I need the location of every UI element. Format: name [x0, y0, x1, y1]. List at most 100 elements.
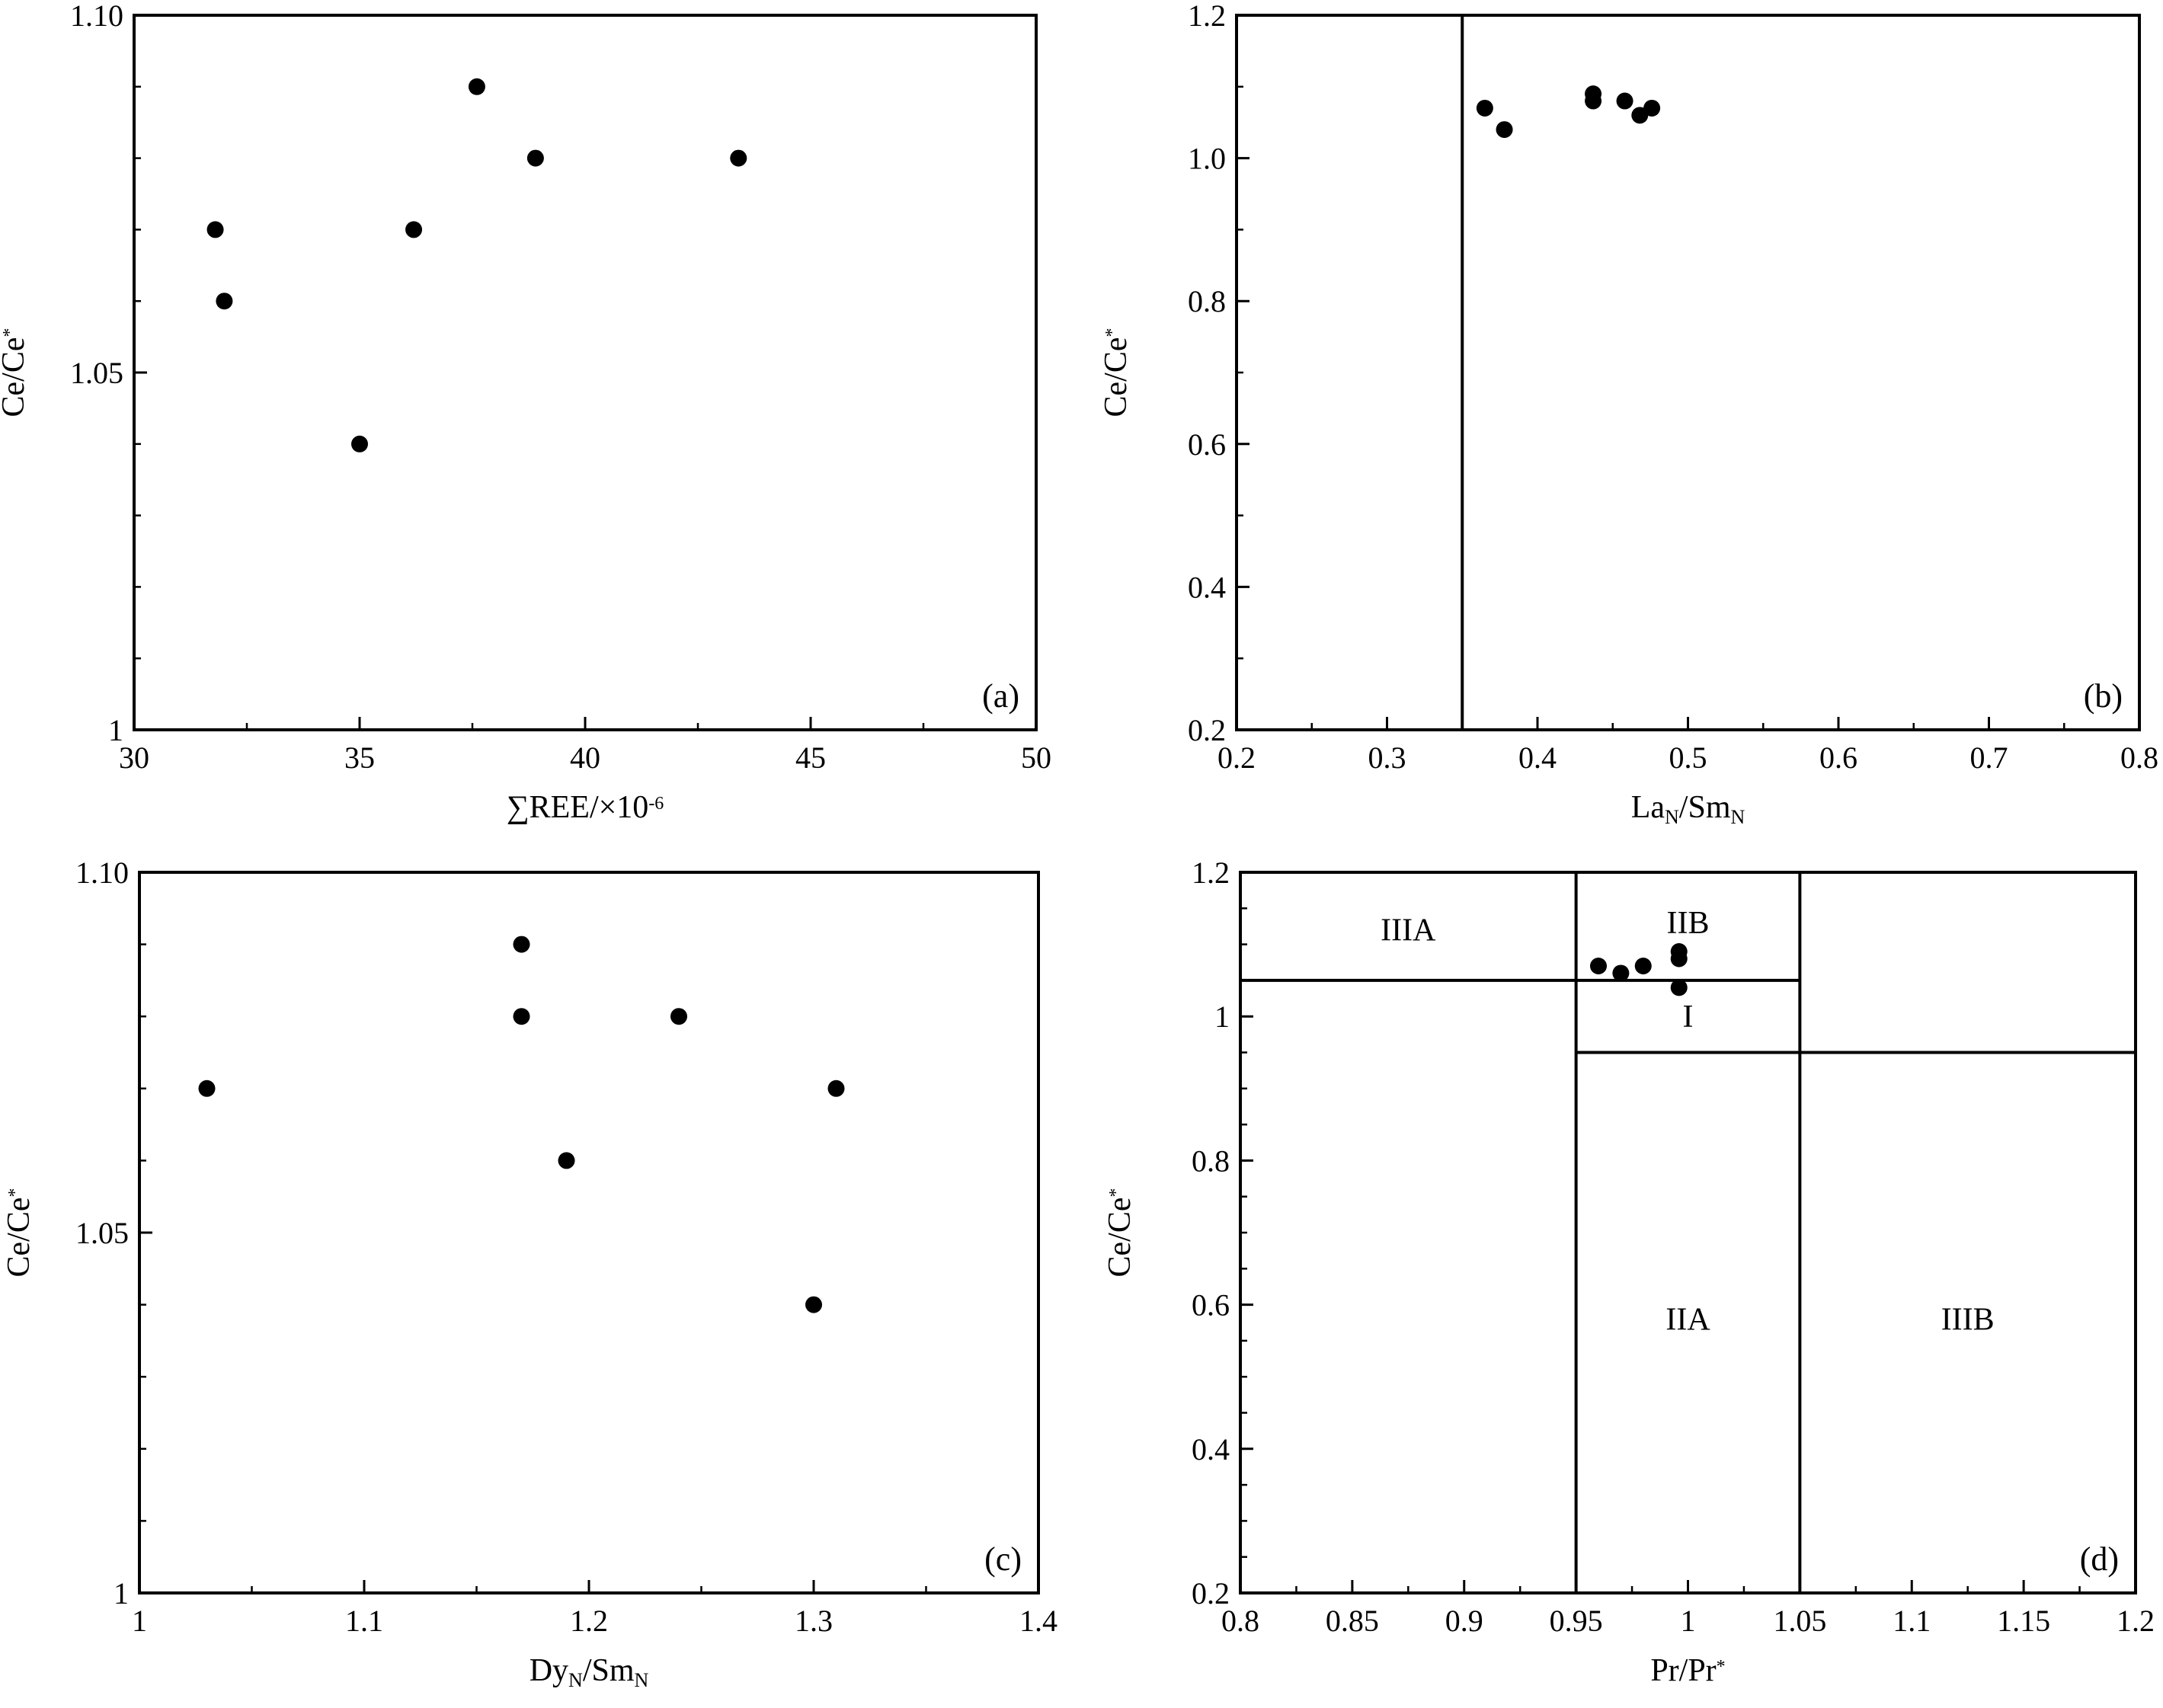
y-axis-title-main: Ce/Ce — [2, 1198, 37, 1278]
x-tick-label: 0.5 — [1669, 740, 1707, 775]
x-tick-label: 1.05 — [1773, 1604, 1826, 1638]
data-point — [1670, 979, 1688, 996]
panel-a: 30 35 40 45 50 1 1.05 1.10 (a) ∑REE/×10-6 Ce/Ce* — [0, 0, 1051, 825]
y-tick-label: 0.4 — [1188, 570, 1226, 604]
x-axis-title-part: Dy — [530, 1653, 568, 1688]
data-point — [1616, 92, 1633, 110]
x-tick-label: 50 — [1021, 740, 1051, 775]
data-point — [526, 149, 544, 167]
y-axis-title-main: Ce/Ce — [1102, 1198, 1137, 1278]
data-point — [805, 1296, 822, 1313]
y-tick-label: 1.10 — [70, 0, 123, 33]
x-tick-label: 0.7 — [1970, 740, 2008, 775]
y-tick-label: 0.6 — [1188, 427, 1226, 462]
x-axis-title-part: N — [1731, 806, 1745, 828]
y-axis-title-main: Ce/Ce — [0, 337, 31, 417]
x-axis-title-part: La — [1631, 790, 1665, 825]
y-tick-label: 0.2 — [1192, 1576, 1230, 1610]
data-point — [1612, 964, 1630, 982]
y-axis-title: Ce/Ce* — [2, 1188, 37, 1278]
x-axis-title: ∑REE/×10-6 — [507, 790, 664, 825]
panel-d: 0.8 0.85 0.9 0.95 1 1.05 1.1 1.15 1.2 0.2 0.4 0.6 0.… — [1102, 856, 2155, 1688]
x-axis-title-part: N — [635, 1669, 649, 1691]
region-label: IIIB — [1941, 1303, 1995, 1338]
x-tick-label: 0.6 — [1819, 740, 1857, 775]
y-tick-label: 1 — [114, 1576, 129, 1610]
y-tick-label: 1 — [108, 713, 123, 747]
x-tick-label: 1.4 — [1019, 1604, 1058, 1638]
panel-label: (d) — [2080, 1540, 2119, 1578]
y-axis-title-main: Ce/Ce — [1099, 337, 1134, 417]
x-tick-label: 35 — [344, 740, 375, 775]
y-tick-label: 1.2 — [1188, 0, 1226, 33]
x-tick-label: 0.95 — [1550, 1604, 1603, 1638]
y-axis-title: Ce/Ce* — [1099, 328, 1134, 417]
x-tick-label: 1.15 — [1997, 1604, 2050, 1638]
x-tick-label: 1 — [132, 1604, 147, 1638]
region-label: IIB — [1667, 906, 1710, 941]
y-tick-label: 1.2 — [1192, 856, 1230, 890]
x-tick-label: 1.3 — [795, 1604, 833, 1638]
data-point — [1670, 950, 1688, 968]
plot-frame — [1235, 14, 2141, 731]
x-axis-title-main: Pr/Pr — [1650, 1653, 1716, 1688]
y-tick-label: 1.05 — [70, 356, 123, 390]
x-tick-label: 1.2 — [2117, 1604, 2155, 1638]
y-axis-title-sup: * — [5, 1188, 25, 1198]
data-point — [1476, 99, 1493, 117]
y-axis-title: Ce/Ce* — [1102, 1188, 1137, 1278]
plot-frame — [133, 14, 1038, 731]
data-point — [206, 221, 224, 238]
data-point — [1631, 107, 1649, 124]
data-point — [513, 936, 530, 953]
x-axis-title: LaN/SmN — [1631, 790, 1745, 828]
data-point — [513, 1008, 530, 1025]
data-point — [670, 1008, 687, 1025]
panel-label: (b) — [2084, 677, 2123, 715]
x-tick-label: 30 — [119, 740, 149, 775]
y-axis-title-sup: * — [1106, 1188, 1126, 1198]
y-axis-title-sup: * — [0, 328, 20, 337]
data-point — [1590, 957, 1607, 974]
x-tick-label: 1 — [1681, 1604, 1696, 1638]
x-tick-label: 0.9 — [1445, 1604, 1483, 1638]
x-tick-label: 0.2 — [1217, 740, 1256, 775]
y-tick-label: 1.10 — [75, 856, 129, 890]
plot-frame — [138, 871, 1040, 1594]
panel-label: (c) — [984, 1540, 1022, 1578]
region-label: I — [1683, 1000, 1694, 1035]
x-axis-title-part: /Sm — [583, 1653, 635, 1688]
y-tick-label: 0.8 — [1188, 284, 1226, 318]
data-point — [1643, 99, 1661, 117]
y-axis-title: Ce/Ce* — [0, 328, 31, 417]
data-point — [405, 221, 423, 238]
data-point — [216, 293, 233, 310]
x-tick-label: 0.85 — [1326, 1604, 1379, 1638]
x-tick-label: 0.8 — [2120, 740, 2158, 775]
x-axis-title-part: /Sm — [1679, 790, 1731, 825]
x-axis-title-part: N — [1665, 806, 1679, 828]
data-point — [1634, 957, 1652, 974]
y-tick-label: 1.05 — [75, 1216, 129, 1250]
x-tick-label: 40 — [570, 740, 600, 775]
y-tick-label: 1 — [1214, 1000, 1230, 1034]
data-point — [468, 78, 485, 95]
panel-label: (a) — [982, 677, 1019, 715]
y-tick-label: 0.8 — [1192, 1143, 1230, 1178]
data-point — [558, 1152, 575, 1169]
x-tick-label: 45 — [795, 740, 826, 775]
x-axis-title-main: ∑REE/×10 — [507, 790, 649, 825]
x-axis-title-sup: * — [1717, 1657, 1726, 1677]
y-tick-label: 1.0 — [1188, 142, 1226, 176]
data-point — [1585, 85, 1602, 103]
data-point — [198, 1079, 216, 1097]
y-tick-label: 0.4 — [1192, 1432, 1230, 1467]
region-label: IIIA — [1381, 913, 1436, 948]
x-axis-title: Pr/Pr* — [1650, 1653, 1725, 1688]
x-tick-label: 1.2 — [570, 1604, 608, 1638]
x-tick-label: 1.1 — [345, 1604, 383, 1638]
x-axis-title-sup: -6 — [648, 794, 664, 814]
x-tick-label: 1.1 — [1893, 1604, 1931, 1638]
